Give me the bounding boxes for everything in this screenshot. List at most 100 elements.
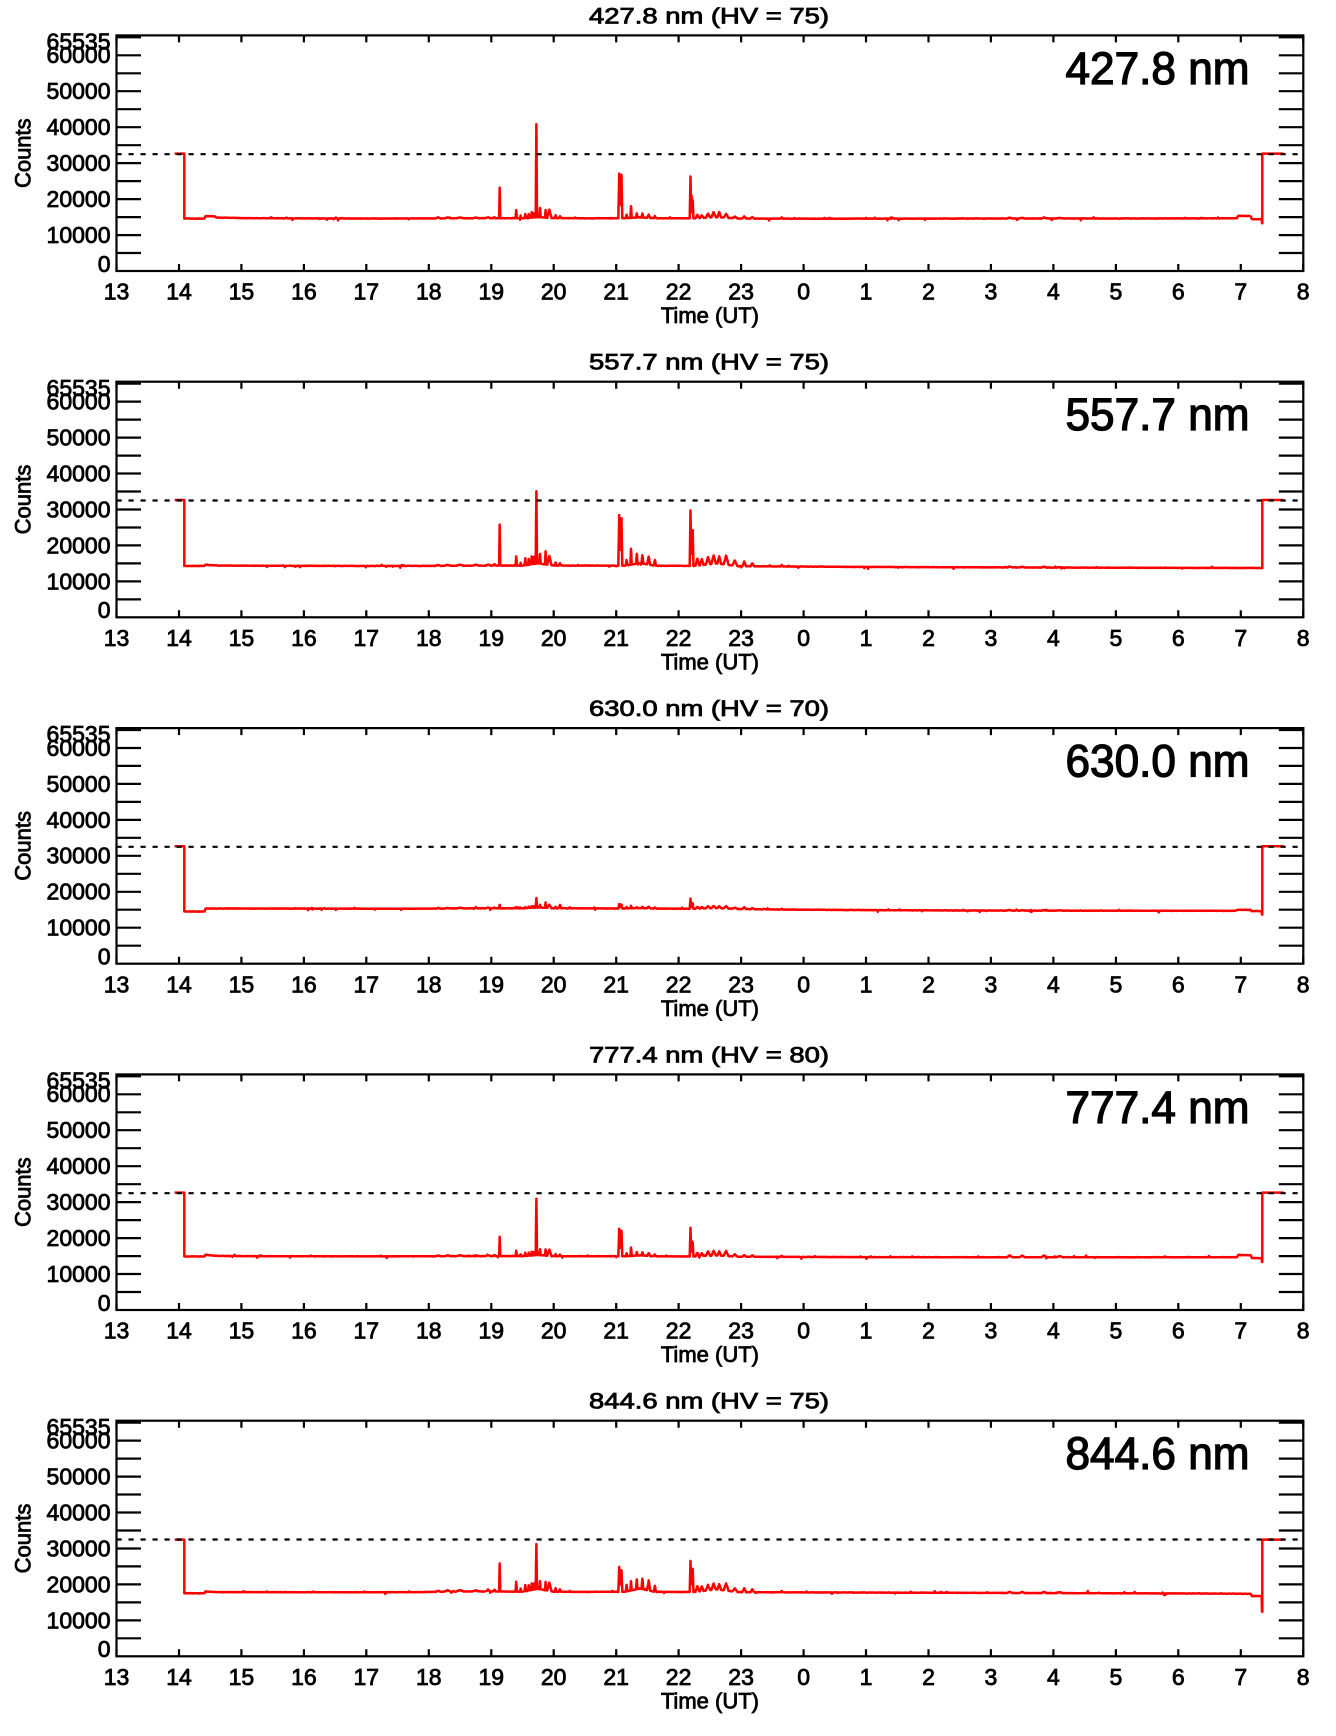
svg-text:1: 1 <box>860 279 873 305</box>
svg-text:1: 1 <box>860 1664 873 1690</box>
svg-text:8: 8 <box>1297 625 1310 651</box>
svg-text:0: 0 <box>98 597 111 623</box>
svg-text:20: 20 <box>541 971 567 997</box>
svg-text:20000: 20000 <box>47 1571 111 1597</box>
svg-text:0: 0 <box>98 944 111 970</box>
svg-text:30000: 30000 <box>47 496 111 522</box>
svg-text:1: 1 <box>860 1318 873 1344</box>
svg-text:0: 0 <box>797 279 810 305</box>
svg-text:17: 17 <box>354 625 380 651</box>
svg-text:50000: 50000 <box>47 771 111 797</box>
svg-text:3: 3 <box>985 279 998 305</box>
svg-text:0: 0 <box>797 971 810 997</box>
svg-text:1: 1 <box>860 625 873 651</box>
svg-text:4: 4 <box>1047 1318 1060 1344</box>
svg-text:7: 7 <box>1234 625 1247 651</box>
svg-text:18: 18 <box>416 1664 442 1690</box>
svg-text:3: 3 <box>985 971 998 997</box>
svg-text:65535: 65535 <box>47 1414 111 1440</box>
svg-text:30000: 30000 <box>47 150 111 176</box>
svg-text:20: 20 <box>541 279 567 305</box>
svg-text:0: 0 <box>98 251 111 277</box>
svg-text:60000: 60000 <box>47 1428 111 1454</box>
svg-text:6: 6 <box>1172 625 1185 651</box>
svg-text:0: 0 <box>797 1664 810 1690</box>
svg-text:18: 18 <box>416 279 442 305</box>
svg-text:17: 17 <box>354 971 380 997</box>
svg-text:30000: 30000 <box>47 843 111 869</box>
svg-text:20000: 20000 <box>47 186 111 212</box>
svg-text:13: 13 <box>104 971 130 997</box>
svg-text:22: 22 <box>666 625 692 651</box>
svg-text:17: 17 <box>354 1318 380 1344</box>
svg-text:16: 16 <box>291 1318 317 1344</box>
svg-text:10000: 10000 <box>47 1261 111 1287</box>
svg-text:10000: 10000 <box>47 1607 111 1633</box>
svg-text:15: 15 <box>229 625 255 651</box>
svg-text:4: 4 <box>1047 971 1060 997</box>
svg-text:8: 8 <box>1297 971 1310 997</box>
svg-text:6: 6 <box>1172 1664 1185 1690</box>
svg-text:6: 6 <box>1172 971 1185 997</box>
svg-text:Time (UT): Time (UT) <box>661 1689 759 1714</box>
svg-text:14: 14 <box>166 279 192 305</box>
svg-text:557.7 nm: 557.7 nm <box>1066 389 1250 440</box>
svg-text:13: 13 <box>104 279 130 305</box>
svg-text:18: 18 <box>416 971 442 997</box>
svg-text:13: 13 <box>104 625 130 651</box>
svg-text:13: 13 <box>104 1318 130 1344</box>
svg-text:2: 2 <box>922 1318 935 1344</box>
svg-text:0: 0 <box>98 1636 111 1662</box>
svg-text:Counts: Counts <box>11 118 36 188</box>
svg-text:23: 23 <box>728 625 754 651</box>
svg-text:Time (UT): Time (UT) <box>661 996 759 1021</box>
svg-text:2: 2 <box>922 625 935 651</box>
svg-text:Counts: Counts <box>11 465 36 535</box>
svg-text:14: 14 <box>166 971 192 997</box>
svg-text:8: 8 <box>1297 1664 1310 1690</box>
svg-text:60000: 60000 <box>47 389 111 415</box>
svg-text:4: 4 <box>1047 279 1060 305</box>
svg-text:1: 1 <box>860 971 873 997</box>
svg-text:6: 6 <box>1172 279 1185 305</box>
svg-text:10000: 10000 <box>47 222 111 248</box>
svg-text:21: 21 <box>603 625 629 651</box>
svg-text:65535: 65535 <box>47 29 111 55</box>
svg-text:65535: 65535 <box>47 375 111 401</box>
svg-text:22: 22 <box>666 971 692 997</box>
svg-text:40000: 40000 <box>47 807 111 833</box>
svg-text:30000: 30000 <box>47 1535 111 1561</box>
svg-text:844.6 nm: 844.6 nm <box>1066 1428 1250 1479</box>
svg-text:16: 16 <box>291 625 317 651</box>
svg-text:40000: 40000 <box>47 1499 111 1525</box>
svg-text:60000: 60000 <box>47 42 111 68</box>
svg-text:16: 16 <box>291 279 317 305</box>
svg-text:777.4 nm (HV = 80): 777.4 nm (HV = 80) <box>589 1042 829 1067</box>
svg-text:0: 0 <box>797 1318 810 1344</box>
svg-text:10000: 10000 <box>47 915 111 941</box>
svg-text:65535: 65535 <box>47 1068 111 1094</box>
svg-text:50000: 50000 <box>47 78 111 104</box>
svg-text:19: 19 <box>479 1318 505 1344</box>
svg-text:7: 7 <box>1234 1664 1247 1690</box>
svg-text:427.8 nm: 427.8 nm <box>1066 43 1250 94</box>
svg-text:3: 3 <box>985 1318 998 1344</box>
svg-text:20: 20 <box>541 625 567 651</box>
svg-text:20000: 20000 <box>47 879 111 905</box>
svg-text:630.0 nm: 630.0 nm <box>1066 736 1250 787</box>
svg-text:3: 3 <box>985 1664 998 1690</box>
svg-text:4: 4 <box>1047 625 1060 651</box>
svg-text:5: 5 <box>1110 1318 1123 1344</box>
svg-text:22: 22 <box>666 1318 692 1344</box>
svg-text:20: 20 <box>541 1664 567 1690</box>
svg-text:19: 19 <box>479 625 505 651</box>
svg-text:Counts: Counts <box>11 1504 36 1574</box>
svg-text:2: 2 <box>922 279 935 305</box>
svg-text:50000: 50000 <box>47 1117 111 1143</box>
svg-text:50000: 50000 <box>47 425 111 451</box>
svg-text:14: 14 <box>166 1664 192 1690</box>
svg-text:20: 20 <box>541 1318 567 1344</box>
svg-text:14: 14 <box>166 625 192 651</box>
svg-text:7: 7 <box>1234 279 1247 305</box>
svg-text:65535: 65535 <box>47 721 111 747</box>
